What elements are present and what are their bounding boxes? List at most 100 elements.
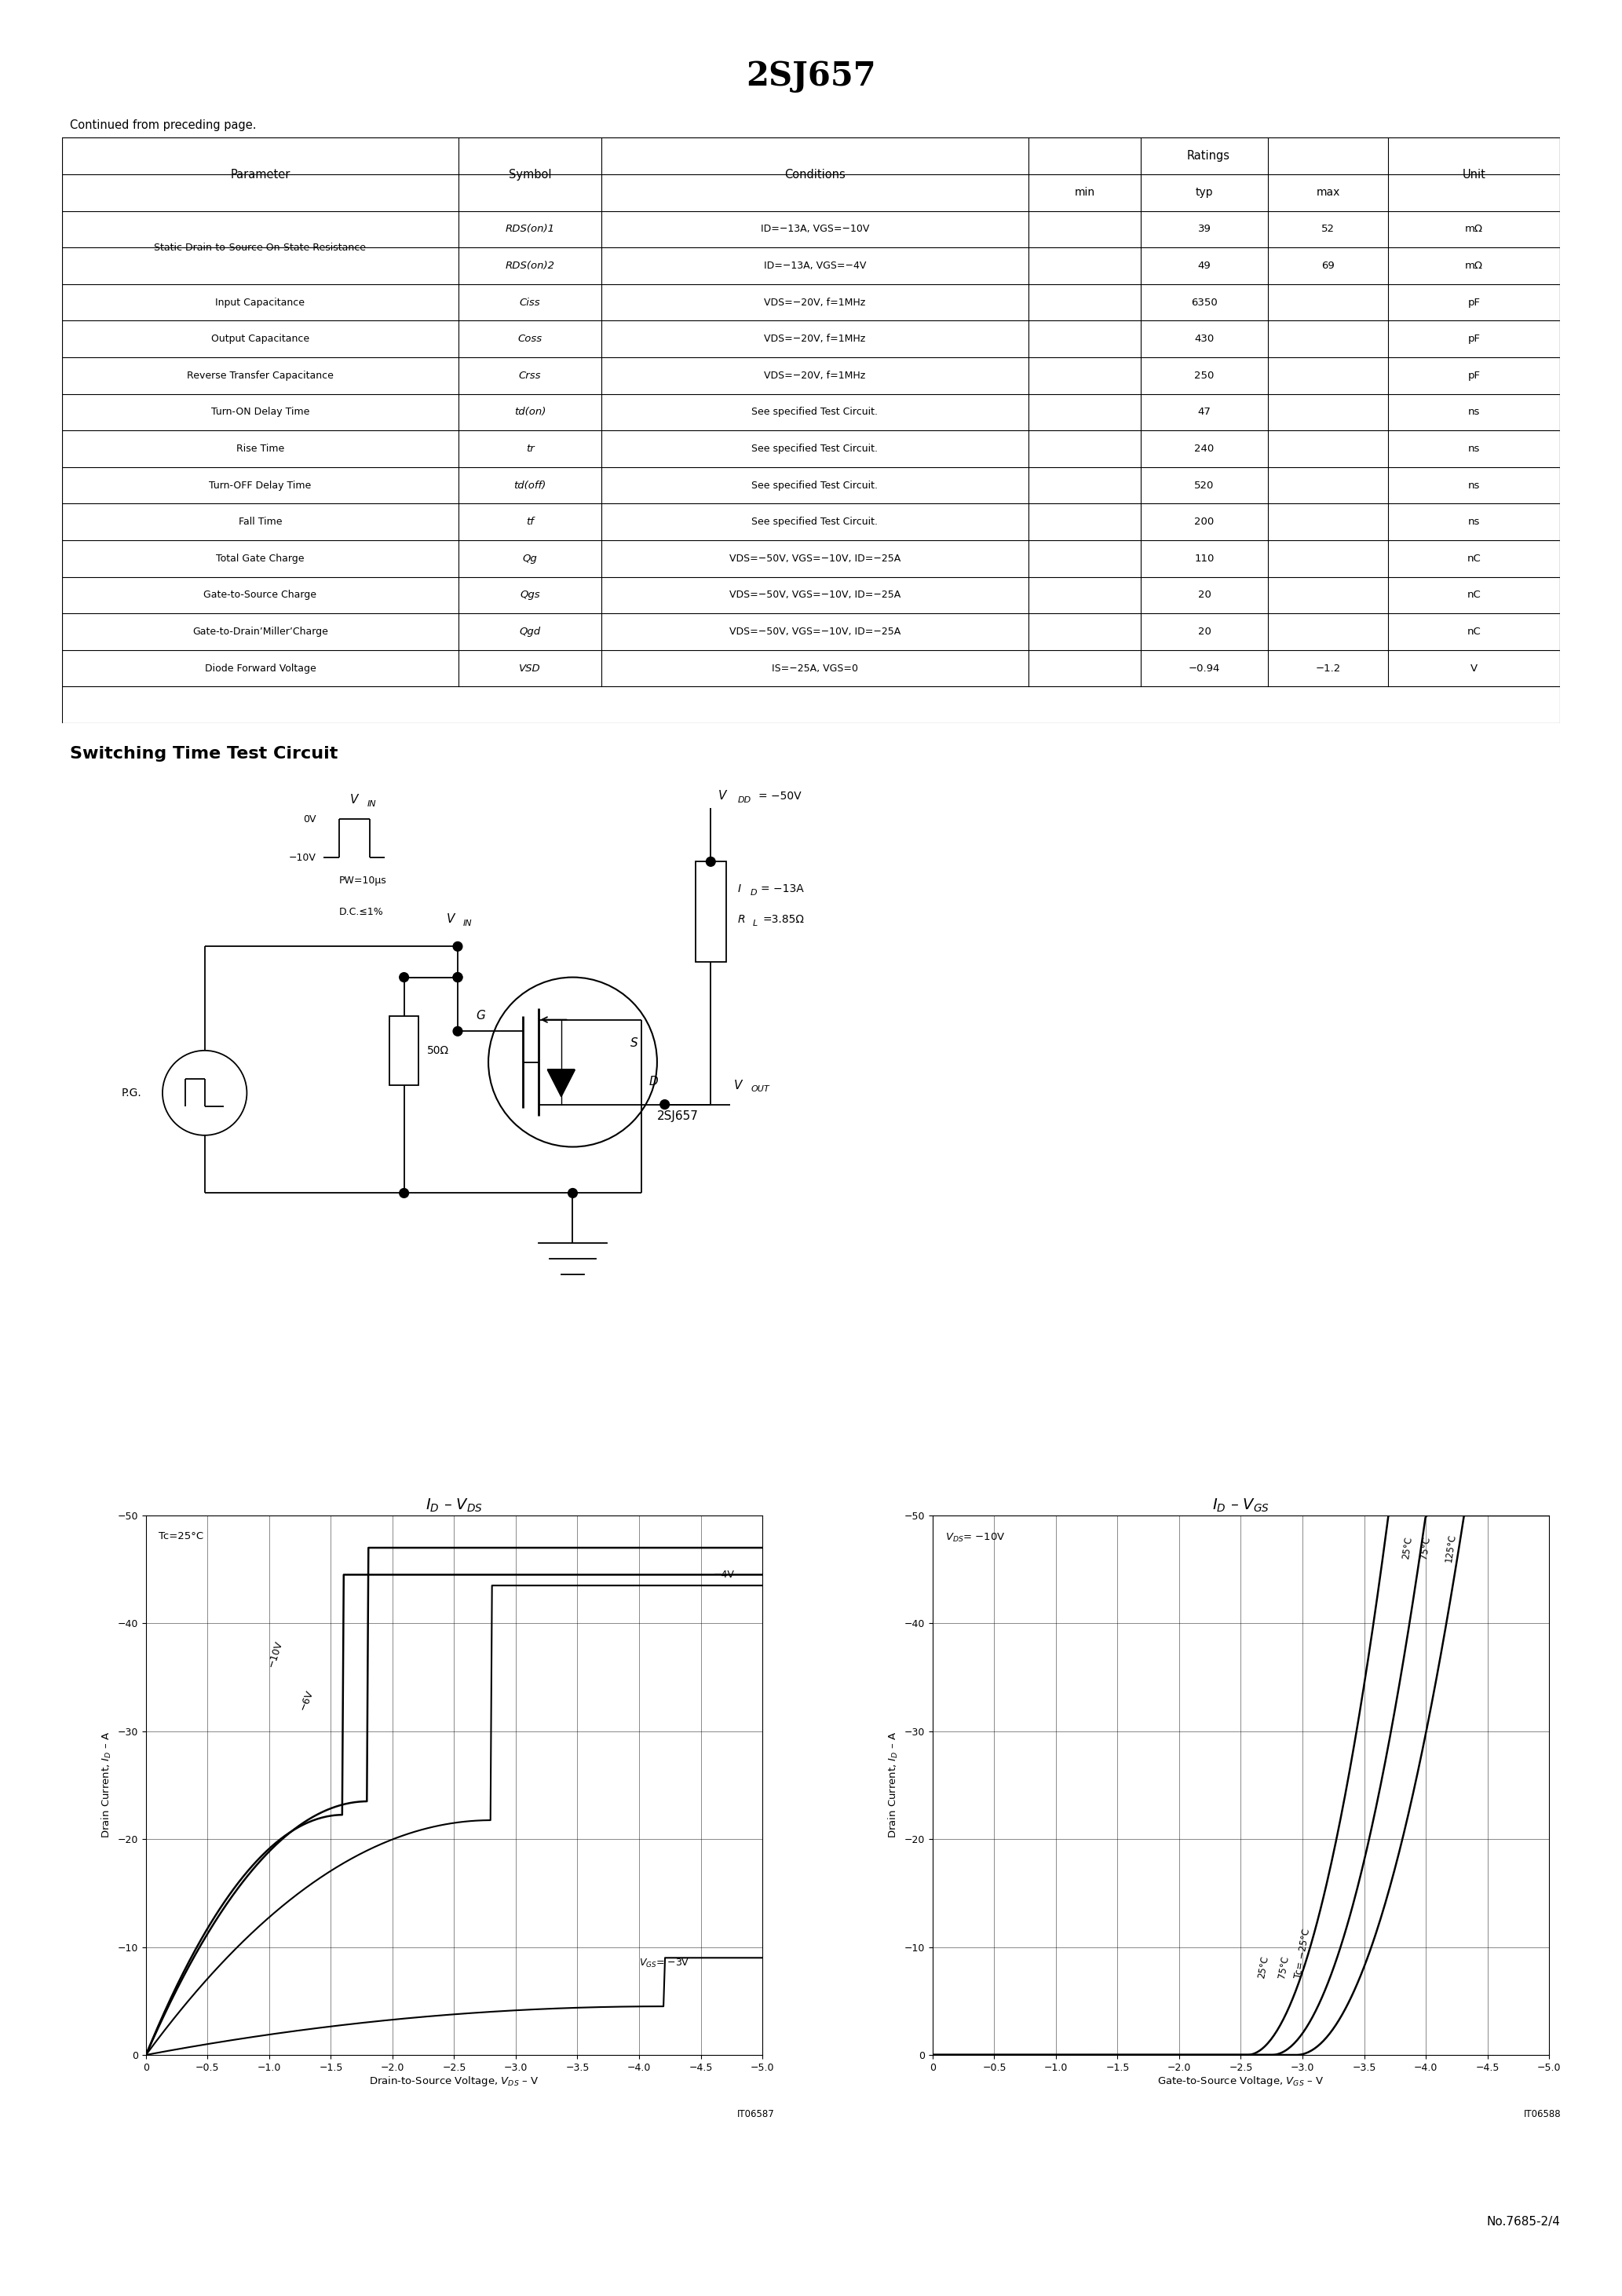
Text: 39: 39 bbox=[1197, 225, 1212, 234]
Text: 125°C: 125°C bbox=[1444, 1534, 1458, 1564]
Text: mΩ: mΩ bbox=[1465, 262, 1483, 271]
Text: VDS=−20V, f=1MHz: VDS=−20V, f=1MHz bbox=[764, 333, 866, 344]
Text: 240: 240 bbox=[1194, 443, 1215, 455]
Text: Turn-OFF Delay Time: Turn-OFF Delay Time bbox=[209, 480, 311, 491]
Text: VDS=−50V, VGS=−10V, ID=−25A: VDS=−50V, VGS=−10V, ID=−25A bbox=[728, 627, 900, 636]
Text: P.G.: P.G. bbox=[122, 1088, 143, 1097]
Text: Tc=25°C: Tc=25°C bbox=[159, 1531, 203, 1541]
X-axis label: Gate-to-Source Voltage, $V_{GS}$ – V: Gate-to-Source Voltage, $V_{GS}$ – V bbox=[1158, 2076, 1324, 2089]
Text: Symbol: Symbol bbox=[509, 168, 551, 181]
Text: IT06587: IT06587 bbox=[736, 2108, 775, 2119]
Text: −0.94: −0.94 bbox=[1189, 664, 1220, 673]
Text: See specified Test Circuit.: See specified Test Circuit. bbox=[751, 443, 878, 455]
Bar bbox=[389, 1015, 418, 1086]
Text: IN: IN bbox=[367, 799, 376, 808]
Text: 20: 20 bbox=[1197, 627, 1212, 636]
Circle shape bbox=[453, 974, 462, 983]
Title: $I_D$ – $V_{GS}$: $I_D$ – $V_{GS}$ bbox=[1212, 1497, 1270, 1513]
Text: V: V bbox=[719, 790, 727, 801]
Text: max: max bbox=[1315, 188, 1340, 197]
Text: IT06588: IT06588 bbox=[1525, 2108, 1562, 2119]
Polygon shape bbox=[547, 1070, 576, 1097]
Text: nC: nC bbox=[1468, 590, 1481, 599]
Text: Gate-to-Source Charge: Gate-to-Source Charge bbox=[204, 590, 316, 599]
Text: IS=−25A, VGS=0: IS=−25A, VGS=0 bbox=[772, 664, 858, 673]
Title: $I_D$ – $V_{DS}$: $I_D$ – $V_{DS}$ bbox=[425, 1497, 483, 1513]
Text: VDS=−50V, VGS=−10V, ID=−25A: VDS=−50V, VGS=−10V, ID=−25A bbox=[728, 553, 900, 565]
Text: 2SJ657: 2SJ657 bbox=[657, 1111, 699, 1123]
Y-axis label: Drain Current, $I_D$ – A: Drain Current, $I_D$ – A bbox=[101, 1731, 114, 1839]
Text: Switching Time Test Circuit: Switching Time Test Circuit bbox=[70, 746, 337, 762]
Text: 520: 520 bbox=[1194, 480, 1215, 491]
Text: VDS=−20V, f=1MHz: VDS=−20V, f=1MHz bbox=[764, 370, 866, 381]
Text: min: min bbox=[1074, 188, 1095, 197]
Text: I: I bbox=[738, 884, 741, 893]
Text: −10V: −10V bbox=[289, 852, 316, 863]
Text: VSD: VSD bbox=[519, 664, 540, 673]
Text: −10V: −10V bbox=[266, 1639, 284, 1669]
Circle shape bbox=[660, 1100, 670, 1109]
Circle shape bbox=[706, 856, 715, 866]
Text: Tc= −25°C: Tc= −25°C bbox=[1293, 1929, 1312, 1979]
Text: RDS(on)2: RDS(on)2 bbox=[506, 262, 555, 271]
Text: D: D bbox=[751, 889, 757, 895]
Text: Turn-ON Delay Time: Turn-ON Delay Time bbox=[211, 406, 310, 418]
Text: tr: tr bbox=[526, 443, 534, 455]
Text: VDS=−50V, VGS=−10V, ID=−25A: VDS=−50V, VGS=−10V, ID=−25A bbox=[728, 590, 900, 599]
Circle shape bbox=[399, 974, 409, 983]
Text: G: G bbox=[475, 1010, 485, 1022]
Text: 69: 69 bbox=[1322, 262, 1335, 271]
Text: Continued from preceding page.: Continued from preceding page. bbox=[70, 119, 256, 131]
Text: D: D bbox=[649, 1075, 659, 1088]
Text: See specified Test Circuit.: See specified Test Circuit. bbox=[751, 517, 878, 528]
Text: Output Capacitance: Output Capacitance bbox=[211, 333, 310, 344]
Circle shape bbox=[568, 1189, 577, 1199]
Text: DD: DD bbox=[738, 797, 751, 804]
Text: Coss: Coss bbox=[517, 333, 542, 344]
Text: nC: nC bbox=[1468, 553, 1481, 565]
Text: ID=−13A, VGS=−10V: ID=−13A, VGS=−10V bbox=[761, 225, 869, 234]
Text: Ratings: Ratings bbox=[1187, 149, 1229, 163]
Text: Ciss: Ciss bbox=[519, 296, 540, 308]
Text: 6350: 6350 bbox=[1191, 296, 1218, 308]
Text: $V_{GS}$= −3V: $V_{GS}$= −3V bbox=[639, 1956, 689, 1970]
Text: See specified Test Circuit.: See specified Test Circuit. bbox=[751, 406, 878, 418]
Text: typ: typ bbox=[1195, 188, 1213, 197]
Text: = −50V: = −50V bbox=[757, 790, 801, 801]
Text: 0V: 0V bbox=[303, 815, 316, 824]
Text: VDS=−20V, f=1MHz: VDS=−20V, f=1MHz bbox=[764, 296, 866, 308]
Text: Conditions: Conditions bbox=[783, 168, 845, 181]
Text: mΩ: mΩ bbox=[1465, 225, 1483, 234]
Text: tf: tf bbox=[526, 517, 534, 528]
Text: RDS(on)1: RDS(on)1 bbox=[506, 225, 555, 234]
Text: Total Gate Charge: Total Gate Charge bbox=[216, 553, 305, 565]
Text: 110: 110 bbox=[1194, 553, 1215, 565]
Text: 25°C: 25°C bbox=[1255, 1956, 1270, 1979]
Text: $V_{DS}$= −10V: $V_{DS}$= −10V bbox=[946, 1531, 1006, 1543]
Y-axis label: Drain Current, $I_D$ – A: Drain Current, $I_D$ – A bbox=[887, 1731, 900, 1839]
Text: D.C.≤1%: D.C.≤1% bbox=[339, 907, 383, 916]
Text: nC: nC bbox=[1468, 627, 1481, 636]
Text: PW=10μs: PW=10μs bbox=[339, 875, 386, 886]
Text: ID=−13A, VGS=−4V: ID=−13A, VGS=−4V bbox=[764, 262, 866, 271]
Text: Gate-to-Drain’Miller’Charge: Gate-to-Drain’Miller’Charge bbox=[193, 627, 328, 636]
Text: 250: 250 bbox=[1194, 370, 1215, 381]
Text: −6V: −6V bbox=[297, 1688, 315, 1713]
Text: td(on): td(on) bbox=[514, 406, 547, 418]
Text: Qg: Qg bbox=[522, 553, 537, 565]
Text: Reverse Transfer Capacitance: Reverse Transfer Capacitance bbox=[187, 370, 334, 381]
Text: Unit: Unit bbox=[1463, 168, 1486, 181]
Text: Qgd: Qgd bbox=[519, 627, 540, 636]
Text: −4V: −4V bbox=[714, 1570, 735, 1580]
Text: S: S bbox=[631, 1038, 637, 1049]
Text: 75°C: 75°C bbox=[1277, 1956, 1291, 1979]
Text: = −13A: = −13A bbox=[761, 884, 803, 893]
Text: ns: ns bbox=[1468, 406, 1481, 418]
Text: 47: 47 bbox=[1197, 406, 1212, 418]
Text: ns: ns bbox=[1468, 443, 1481, 455]
Text: 75°C: 75°C bbox=[1419, 1536, 1432, 1559]
Text: V: V bbox=[446, 914, 454, 925]
Text: OUT: OUT bbox=[751, 1086, 769, 1093]
Text: R: R bbox=[738, 914, 744, 925]
Circle shape bbox=[453, 941, 462, 951]
